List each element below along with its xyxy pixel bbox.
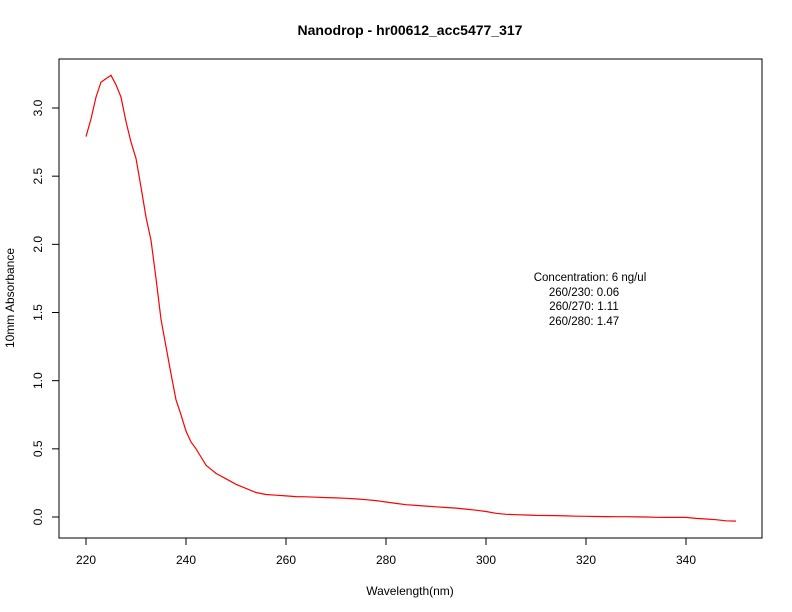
annotation-260-280: 260/280: 1.47	[549, 316, 619, 328]
y-tick-label: 2.5	[31, 168, 45, 185]
x-tick-label: 300	[476, 553, 496, 567]
annotation-260-270: 260/270: 1.11	[549, 301, 619, 313]
y-tick-label: 0.0	[31, 508, 45, 525]
x-tick-label: 340	[676, 553, 696, 567]
y-tick-label: 3.0	[31, 99, 45, 116]
x-axis-label: Wavelength(nm)	[366, 584, 454, 598]
x-tick-label: 220	[76, 553, 96, 567]
chart-title: Nanodrop - hr00612_acc5477_317	[298, 22, 523, 38]
annotation-260-230: 260/230: 0.06	[549, 287, 619, 299]
x-axis: 220 240 260 280 300 320 340	[76, 537, 696, 567]
x-tick-label: 280	[376, 553, 396, 567]
x-tick-label: 240	[176, 553, 196, 567]
absorbance-line	[85, 74, 737, 522]
y-tick-label: 1.5	[31, 304, 45, 321]
annotation-concentration: Concentration: 6 ng/ul	[534, 272, 647, 284]
y-tick-label: 0.5	[31, 440, 45, 457]
y-axis: 0.0 0.5 1.0 1.5 2.0 2.5 3.0	[31, 99, 60, 525]
annotation-box: Concentration: 6 ng/ul 260/230: 0.06 260…	[534, 272, 647, 328]
x-tick-label: 320	[576, 553, 596, 567]
y-tick-label: 2.0	[31, 236, 45, 253]
plot-frame	[58, 58, 763, 539]
y-axis-label: 10mm Absorbance	[3, 248, 17, 348]
x-tick-label: 260	[276, 553, 296, 567]
y-tick-label: 1.0	[31, 372, 45, 389]
